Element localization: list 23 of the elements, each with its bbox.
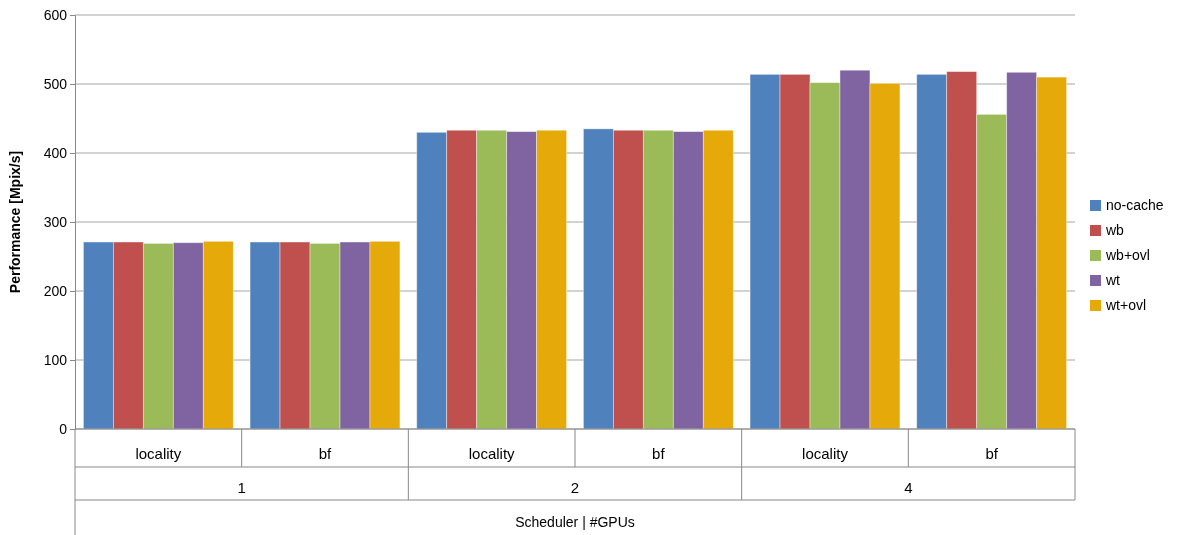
x-tick-label: locality — [468, 445, 516, 462]
text: 4 — [904, 479, 913, 496]
y-axis-title: Performance [Mpix/s] — [7, 150, 23, 294]
y-tick-label: 500 — [43, 75, 68, 92]
legend-label: wb — [1105, 222, 1125, 238]
legend-label: wt — [1105, 272, 1121, 288]
y-tick-label: 300 — [43, 213, 68, 230]
x-axis-title: Scheduler | #GPUs — [515, 514, 635, 530]
legend-label: wb+ovl — [1105, 247, 1150, 263]
x-tick-label: locality — [802, 445, 849, 462]
text: 2 — [570, 479, 580, 496]
x-tick-label: locality — [135, 445, 182, 462]
legend-label: wt+ovl — [1105, 297, 1147, 313]
y-tick-label: 200 — [43, 282, 68, 299]
y-tick-label: 0 — [59, 420, 68, 437]
legend-label: no-cache — [1106, 197, 1164, 213]
x-tick-label: bf — [652, 445, 666, 462]
x-tick-label: bf — [985, 445, 999, 462]
y-tick-label: 600 — [43, 6, 68, 23]
text: 1 — [237, 479, 246, 496]
y-tick-label: 100 — [43, 351, 68, 368]
x-tick-label: bf — [318, 445, 333, 462]
y-tick-label: 400 — [43, 144, 68, 161]
